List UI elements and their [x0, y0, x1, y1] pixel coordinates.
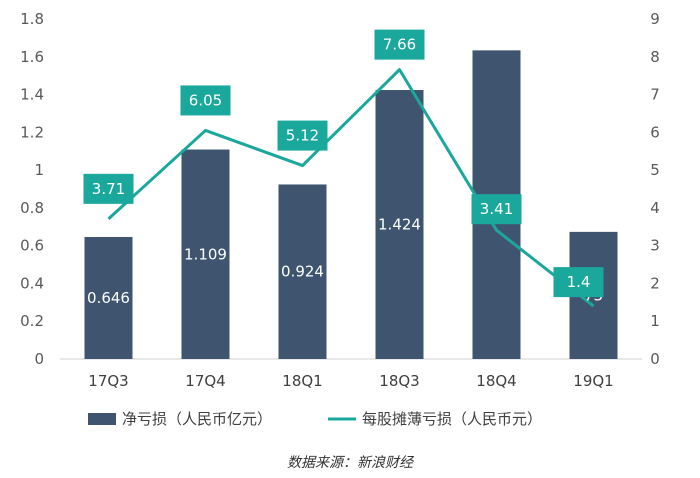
left-tick-label: 0.2 [20, 312, 44, 330]
bar [278, 184, 327, 359]
right-tick-label: 2 [650, 274, 660, 292]
line-data-labels: 3.71 6.05 5.12 7.66 3.41 1.4 [83, 29, 604, 298]
line-data-label: 7.66 [383, 36, 416, 54]
left-tick-label: 0 [34, 350, 44, 368]
left-tick-label: 1.6 [20, 48, 44, 66]
left-axis: 0 0.2 0.4 0.6 0.8 1 1.2 1.4 1.6 1.8 [20, 10, 44, 368]
bar-data-label: 0.924 [281, 263, 324, 281]
category-tick-label: 19Q1 [573, 372, 613, 390]
line-data-label: 5.12 [286, 127, 319, 145]
right-tick-label: 6 [650, 123, 660, 141]
bar [181, 149, 230, 359]
legend-bar-swatch [88, 413, 116, 425]
left-tick-label: 0.8 [20, 199, 44, 217]
line-data-label: 3.71 [92, 180, 125, 198]
right-tick-label: 8 [650, 48, 660, 66]
line-data-label: 1.4 [567, 273, 591, 291]
category-tick-label: 18Q1 [282, 372, 322, 390]
line-label-box [180, 85, 231, 116]
bar-data-label: 1.424 [378, 216, 421, 234]
left-tick-label: 0.4 [20, 274, 44, 292]
category-tick-label: 17Q4 [185, 372, 225, 390]
line-data-label: 6.05 [189, 91, 222, 109]
line-label-box [553, 267, 604, 298]
line-label-box [83, 173, 134, 204]
bar [375, 90, 424, 360]
legend-line-label: 每股摊薄亏损（人民币元） [362, 410, 542, 428]
bar-data-label: 1.109 [184, 245, 227, 263]
source-caption: 数据来源：新浪财经 [287, 455, 413, 471]
category-tick-label: 18Q3 [379, 372, 419, 390]
left-tick-label: 1.4 [20, 86, 44, 104]
right-tick-label: 7 [650, 86, 660, 104]
bar [84, 236, 133, 359]
bar-data-label: 0.646 [87, 289, 130, 307]
category-tick-label: 18Q4 [476, 372, 516, 390]
line-label-box [374, 29, 425, 60]
right-axis: 0 1 2 3 4 5 6 7 8 9 [650, 10, 660, 368]
legend-bar-label: 净亏损（人民币亿元） [122, 410, 272, 428]
line-data-label: 3.41 [480, 200, 513, 218]
right-tick-label: 1 [650, 312, 660, 330]
legend: 净亏损（人民币亿元） 每股摊薄亏损（人民币元） [88, 410, 542, 428]
line-label-box [471, 194, 522, 225]
bar-series [84, 50, 618, 360]
line-series [107, 68, 595, 308]
right-tick-label: 3 [650, 237, 660, 255]
right-tick-label: 5 [650, 161, 660, 179]
right-tick-label: 0 [650, 350, 660, 368]
category-tick-label: 17Q3 [88, 372, 128, 390]
left-tick-label: 0.6 [20, 237, 44, 255]
left-tick-label: 1.2 [20, 123, 44, 141]
line-label-box [277, 120, 328, 151]
right-tick-label: 4 [650, 199, 660, 217]
left-tick-label: 1 [34, 161, 44, 179]
category-axis: 17Q3 17Q4 18Q1 18Q3 18Q4 19Q1 [88, 372, 613, 390]
series-line [107, 68, 595, 308]
left-tick-label: 1.8 [20, 10, 44, 28]
right-tick-label: 9 [650, 10, 660, 28]
